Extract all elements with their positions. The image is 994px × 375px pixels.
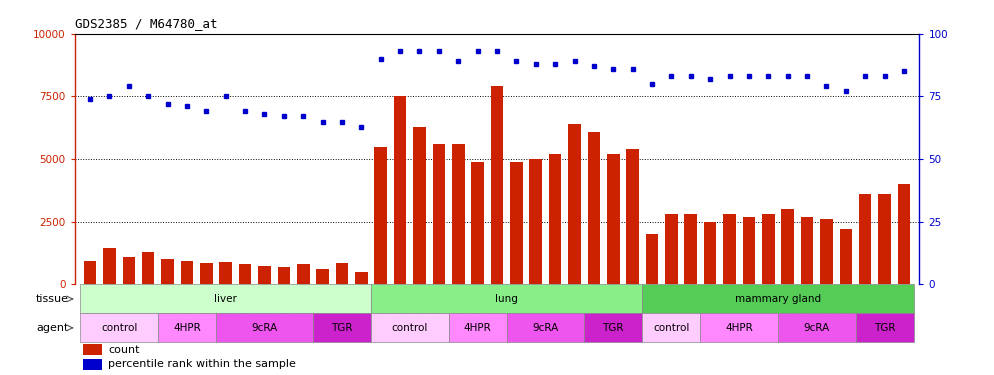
Bar: [83, 359, 101, 370]
Text: 9cRA: 9cRA: [803, 323, 830, 333]
Bar: [81, 285, 371, 314]
Bar: [549, 154, 562, 285]
Bar: [103, 248, 115, 285]
Text: 4HPR: 4HPR: [173, 323, 201, 333]
Bar: [336, 263, 348, 285]
Bar: [898, 184, 911, 285]
Bar: [778, 314, 856, 342]
Bar: [507, 314, 584, 342]
Bar: [371, 285, 642, 314]
Bar: [277, 267, 290, 285]
Text: TGR: TGR: [874, 323, 896, 333]
Text: agent: agent: [37, 323, 69, 333]
Text: control: control: [101, 323, 137, 333]
Bar: [665, 214, 678, 285]
Text: 4HPR: 4HPR: [726, 323, 753, 333]
Text: 4HPR: 4HPR: [464, 323, 491, 333]
Bar: [355, 272, 368, 285]
Bar: [701, 314, 778, 342]
Bar: [258, 266, 270, 285]
Text: 9cRA: 9cRA: [533, 323, 559, 333]
Bar: [394, 96, 407, 285]
Bar: [724, 214, 736, 285]
Bar: [142, 252, 154, 285]
Bar: [432, 144, 445, 285]
Bar: [316, 269, 329, 285]
Text: 9cRA: 9cRA: [251, 323, 277, 333]
Bar: [781, 209, 794, 285]
Bar: [642, 285, 913, 314]
Bar: [491, 86, 503, 285]
Bar: [216, 314, 313, 342]
Bar: [607, 154, 619, 285]
Text: control: control: [653, 323, 690, 333]
Bar: [448, 314, 507, 342]
Text: tissue: tissue: [36, 294, 69, 304]
Text: TGR: TGR: [331, 323, 353, 333]
Bar: [181, 261, 193, 285]
Bar: [685, 214, 697, 285]
Bar: [879, 194, 891, 285]
Bar: [587, 132, 600, 285]
Bar: [530, 159, 542, 285]
Bar: [743, 217, 755, 285]
Text: count: count: [108, 345, 140, 355]
Bar: [414, 126, 425, 285]
Bar: [297, 264, 309, 285]
Bar: [220, 262, 232, 285]
Bar: [161, 260, 174, 285]
Bar: [452, 144, 464, 285]
Bar: [81, 314, 158, 342]
Bar: [642, 314, 701, 342]
Bar: [584, 314, 642, 342]
Text: control: control: [392, 323, 428, 333]
Bar: [158, 314, 216, 342]
Bar: [704, 222, 717, 285]
Bar: [83, 261, 96, 285]
Bar: [856, 314, 913, 342]
Bar: [840, 229, 852, 285]
Bar: [471, 162, 484, 285]
Bar: [646, 234, 658, 285]
Text: mammary gland: mammary gland: [735, 294, 821, 304]
Text: liver: liver: [215, 294, 238, 304]
Bar: [762, 214, 774, 285]
Text: percentile rank within the sample: percentile rank within the sample: [108, 359, 296, 369]
Bar: [371, 314, 448, 342]
Text: GDS2385 / M64780_at: GDS2385 / M64780_at: [75, 17, 217, 30]
Bar: [510, 162, 523, 285]
Bar: [859, 194, 872, 285]
Bar: [313, 314, 371, 342]
Bar: [820, 219, 833, 285]
Text: TGR: TGR: [602, 323, 624, 333]
Bar: [626, 149, 639, 285]
Bar: [239, 264, 251, 285]
Bar: [83, 344, 101, 355]
Text: lung: lung: [495, 294, 518, 304]
Bar: [122, 257, 135, 285]
Bar: [801, 217, 813, 285]
Bar: [200, 263, 213, 285]
Bar: [375, 147, 387, 285]
Bar: [569, 124, 580, 285]
